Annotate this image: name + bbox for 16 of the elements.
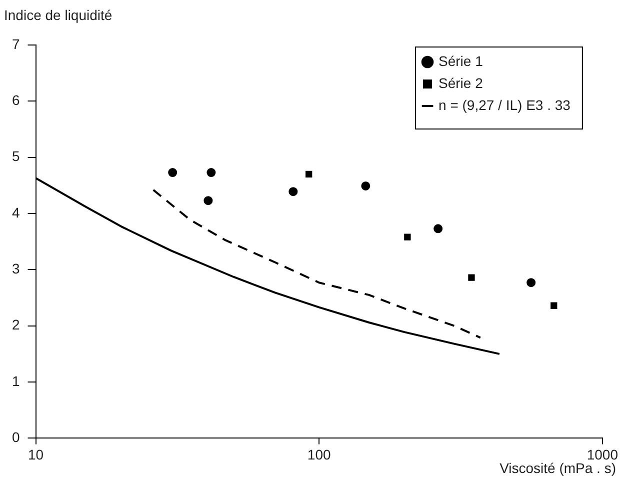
y-tick-label: 4 bbox=[12, 204, 20, 220]
y-tick-label: 3 bbox=[12, 260, 20, 277]
x-tick-label: 1000 bbox=[586, 446, 618, 462]
y-tick-label: 1 bbox=[12, 372, 20, 389]
y-tick-label: 2 bbox=[12, 316, 20, 333]
y-tick-label: 6 bbox=[12, 92, 20, 108]
y-tick-label: 5 bbox=[12, 148, 20, 164]
x-tick-label: 10 bbox=[28, 446, 44, 462]
legend-label: n = (9,27 / IL) E3 . 33 bbox=[438, 96, 571, 113]
legend-label: Série 1 bbox=[438, 52, 484, 69]
x-axis-title: Viscosité (mPa . s) bbox=[500, 460, 616, 476]
y-tick-label: 0 bbox=[12, 429, 20, 446]
y-axis-title: Indice de liquidité bbox=[4, 6, 112, 23]
y-tick-label: 7 bbox=[12, 36, 20, 52]
x-tick-label: 100 bbox=[307, 446, 331, 462]
legend-label: Série 2 bbox=[438, 74, 484, 91]
